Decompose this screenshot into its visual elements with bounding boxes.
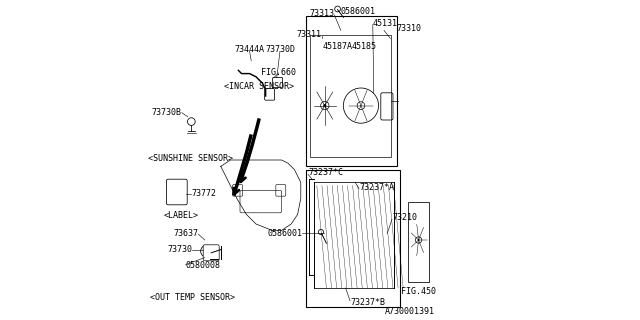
Text: 0586001: 0586001 — [340, 7, 376, 16]
Text: 0586001: 0586001 — [268, 229, 302, 238]
Text: 73730B: 73730B — [152, 108, 182, 116]
Circle shape — [418, 239, 420, 241]
Text: A730001391: A730001391 — [385, 308, 435, 316]
Text: FIG.450: FIG.450 — [401, 287, 436, 296]
Text: 73313: 73313 — [309, 9, 334, 18]
Text: 73772: 73772 — [191, 189, 216, 198]
FancyBboxPatch shape — [381, 93, 393, 120]
Text: 45185: 45185 — [352, 42, 377, 51]
Text: 73730: 73730 — [167, 245, 192, 254]
Text: <LABEL>: <LABEL> — [163, 212, 198, 220]
FancyBboxPatch shape — [265, 89, 275, 100]
Text: 73730D: 73730D — [265, 45, 295, 54]
Text: 73237*B: 73237*B — [350, 298, 385, 307]
Text: 45131: 45131 — [372, 19, 398, 28]
Circle shape — [323, 104, 326, 107]
Text: <INCAR SENSOR>: <INCAR SENSOR> — [224, 82, 294, 91]
Text: <OUT TEMP SENSOR>: <OUT TEMP SENSOR> — [150, 293, 234, 302]
Text: 73237*C: 73237*C — [308, 168, 343, 177]
Text: 73311: 73311 — [296, 30, 322, 39]
Text: 73637: 73637 — [173, 229, 198, 238]
Text: 73310: 73310 — [397, 24, 422, 33]
Text: 73210: 73210 — [392, 213, 417, 222]
Text: <SUNSHINE SENSOR>: <SUNSHINE SENSOR> — [148, 154, 233, 163]
Text: 73237*A: 73237*A — [359, 183, 394, 192]
Text: 0580008: 0580008 — [186, 261, 221, 270]
Text: FIG.660: FIG.660 — [261, 68, 296, 76]
FancyBboxPatch shape — [273, 77, 283, 87]
Text: 73444A: 73444A — [235, 45, 264, 54]
Text: 45187A: 45187A — [323, 42, 353, 51]
FancyBboxPatch shape — [204, 245, 219, 261]
